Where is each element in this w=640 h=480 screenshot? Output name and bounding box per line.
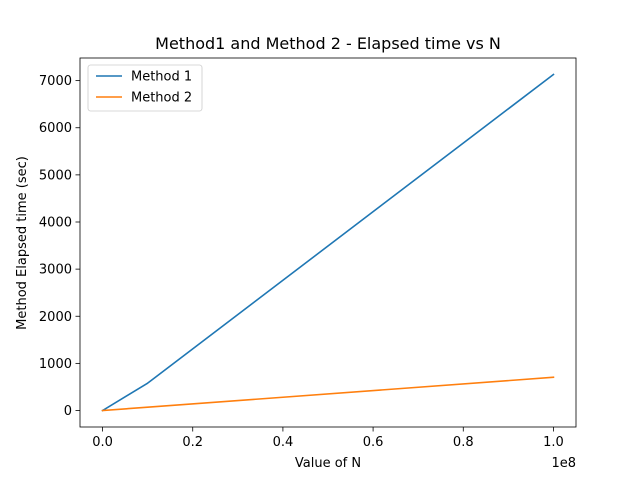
- x-tick-label: 1.0: [543, 435, 564, 450]
- legend-entry-1: Method 1: [131, 70, 192, 85]
- y-tick-label: 5000: [39, 168, 72, 183]
- plot-area: 0.0 0.2 0.4 0.6 0.8 1.0 0 1000 2000 3000 4000 5000 6…: [39, 57, 577, 450]
- axes-frame: [79, 57, 577, 428]
- y-tick-label: 6000: [39, 121, 72, 136]
- x-tick-label: 0.4: [273, 435, 294, 450]
- series-line-2: [101, 376, 555, 412]
- y-tick-label: 7000: [39, 74, 72, 89]
- y-tick-label: 3000: [39, 263, 72, 278]
- y-axis-label: Method Elapsed time (sec): [15, 156, 30, 330]
- chart-title: Method1 and Method 2 - Elapsed time vs N: [155, 34, 501, 53]
- y-tick-label: 2000: [39, 310, 72, 325]
- series-line-1: [101, 73, 555, 412]
- y-tick-label: 4000: [39, 216, 72, 231]
- x-axis-offset-label: 1e8: [551, 456, 576, 471]
- y-tick-label: 1000: [39, 357, 72, 372]
- x-tick-label: 0.2: [182, 435, 203, 450]
- legend-entry-2: Method 2: [131, 91, 192, 106]
- x-tick-label: 0.0: [92, 435, 113, 450]
- y-tick-label: 0: [64, 404, 72, 419]
- x-tick-label: 0.8: [453, 435, 474, 450]
- x-tick-label: 0.6: [363, 435, 384, 450]
- x-axis-label: Value of N: [295, 456, 361, 471]
